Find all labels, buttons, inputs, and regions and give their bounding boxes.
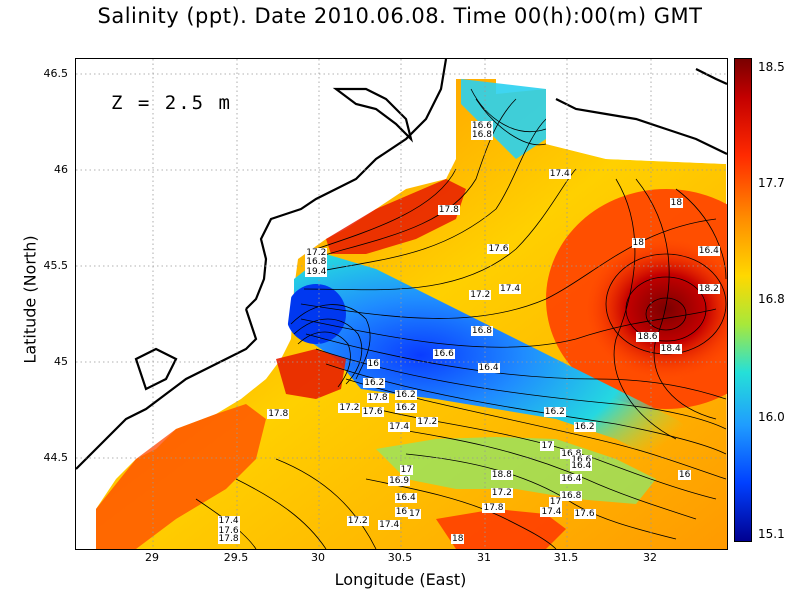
contour-value-label: 17 — [548, 497, 563, 508]
contour-value-label: 18.2 — [697, 284, 720, 295]
salinity-field-svg — [76, 59, 727, 549]
southern-red-patch — [436, 509, 566, 549]
contour-value-label: 18.6 — [636, 332, 659, 343]
contour-value-label: 16.9 — [388, 476, 411, 487]
contour-value-label: 16.4 — [394, 493, 417, 504]
depth-label: Z = 2.5 m — [111, 92, 232, 114]
y-tick-label: 44.5 — [43, 451, 69, 464]
contour-value-label: 16 — [394, 506, 409, 517]
contour-value-label: 17.8 — [217, 533, 240, 544]
contour-value-label: 17.6 — [573, 508, 596, 519]
contour-value-label: 17.4 — [499, 284, 522, 295]
contour-value-label: 17.2 — [416, 416, 439, 427]
contour-value-label: 17.8 — [267, 408, 290, 419]
contour-value-label: 17.2 — [469, 289, 492, 300]
contour-value-label: 16.2 — [573, 422, 596, 433]
contour-value-label: 17.2 — [338, 403, 361, 414]
land-mass-south — [76, 499, 96, 549]
map-grid — [76, 59, 727, 549]
contour-value-label: 17.2 — [346, 516, 369, 527]
colorbar-tick: 16.0 — [758, 410, 785, 424]
colorbar-tick: 15.1 — [758, 527, 785, 541]
contour-value-label: 16.2 — [394, 403, 417, 414]
contour-value-label: 17.4 — [540, 506, 563, 517]
contour-value-label: 17 — [399, 464, 414, 475]
y-tick-label: 45 — [54, 355, 68, 368]
contour-value-label: 16.8 — [470, 130, 493, 141]
contour-value-label: 17.8 — [437, 205, 460, 216]
contour-value-label: 17.2 — [305, 247, 328, 258]
y-tick-label: 45.5 — [43, 259, 69, 272]
contour-value-label: 17.6 — [487, 243, 510, 254]
map-title: Salinity (ppt). Date 2010.06.08. Time 00… — [97, 4, 703, 28]
salinity-map-plot: Z = 2.5 m 16.6 16.8 17.4 17.8 18 18 17.6 16.4 17… — [75, 58, 728, 550]
eastern-core — [586, 239, 727, 379]
contour-value-label: 17.6 — [217, 525, 240, 536]
contour-value-label: 18 — [451, 533, 465, 544]
contour-value-label: 18.8 — [490, 470, 513, 481]
contour-value-label: 18 — [669, 197, 684, 208]
plume-core — [286, 284, 346, 344]
x-tick-label: 30.5 — [387, 551, 413, 564]
contour-value-label: 17.6 — [361, 406, 384, 417]
colorbar-tick: 16.8 — [758, 292, 785, 306]
contour-value-label: 16.4 — [560, 474, 583, 485]
contour-value-label: 17 — [407, 508, 422, 519]
contour-value-label: 16 — [366, 358, 380, 369]
contour-value-label: 16.4 — [697, 245, 720, 256]
colorbar-tick: 17.7 — [758, 176, 785, 190]
contour-value-label: 17.8 — [366, 393, 389, 404]
x-tick-label: 31.5 — [553, 551, 579, 564]
contour-value-label: 16 — [677, 470, 692, 481]
contour-value-label: 16.8 — [560, 449, 583, 460]
contour-value-label: 16.2 — [363, 378, 386, 389]
contour-value-label: 16.2 — [394, 389, 417, 400]
contour-value-label: 17.4 — [378, 520, 401, 531]
y-axis-label: Latitude (North) — [20, 235, 40, 364]
y-tick-label: 46.5 — [43, 67, 69, 80]
contour-value-label: 16.8 — [470, 326, 493, 337]
coastal-red-patch — [276, 349, 346, 399]
land-mass-northeast — [546, 59, 727, 164]
colorbar-tick: 18.5 — [758, 60, 785, 74]
southern-mixing-band — [376, 437, 656, 504]
contour-value-label: 17.8 — [482, 502, 505, 513]
x-tick-label: 29.5 — [223, 551, 249, 564]
southwestern-high-salinity — [96, 404, 266, 549]
contour-value-label: 17.4 — [388, 422, 411, 433]
x-tick-label: 29 — [145, 551, 159, 564]
contour-value-label: 18.4 — [659, 343, 682, 354]
x-tick-label: 31 — [477, 551, 491, 564]
y-tick-label: 46 — [54, 163, 68, 176]
contour-value-label: 16.4 — [570, 460, 593, 471]
contour-value-label: 17.4 — [217, 516, 240, 527]
contour-value-label: 19.4 — [305, 266, 328, 277]
northern-fresh-tongue — [461, 79, 546, 159]
x-axis-label: Longitude (East) — [334, 570, 467, 589]
contour-value-label: 16.8 — [305, 257, 328, 268]
contour-value-label: 16.6 — [432, 349, 455, 360]
contour-value-label: 16.6 — [470, 120, 493, 131]
contour-value-label: 16.8 — [560, 491, 583, 502]
contour-value-label: 18 — [631, 237, 645, 248]
contour-value-label: 16.4 — [477, 362, 500, 373]
fresh-water-plume — [294, 254, 716, 479]
contour-value-label: 16.2 — [543, 406, 566, 417]
x-tick-label: 30 — [311, 551, 325, 564]
coastline — [76, 59, 727, 470]
contour-value-label: 17 — [540, 441, 554, 452]
contour-value-label: 17.4 — [548, 168, 571, 179]
x-tick-label: 32 — [643, 551, 657, 564]
contour-value-label: 17.2 — [490, 487, 513, 498]
contour-value-label: 16.6 — [570, 454, 593, 465]
colorbar — [734, 58, 752, 542]
